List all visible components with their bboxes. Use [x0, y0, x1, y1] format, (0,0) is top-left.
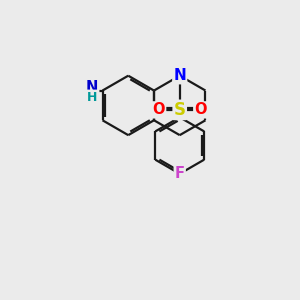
Text: O: O [194, 102, 207, 117]
Text: O: O [153, 102, 165, 117]
Text: N: N [173, 68, 186, 83]
Text: H: H [87, 91, 97, 103]
Text: F: F [175, 166, 185, 181]
Text: S: S [174, 101, 186, 119]
Text: N: N [86, 80, 98, 95]
